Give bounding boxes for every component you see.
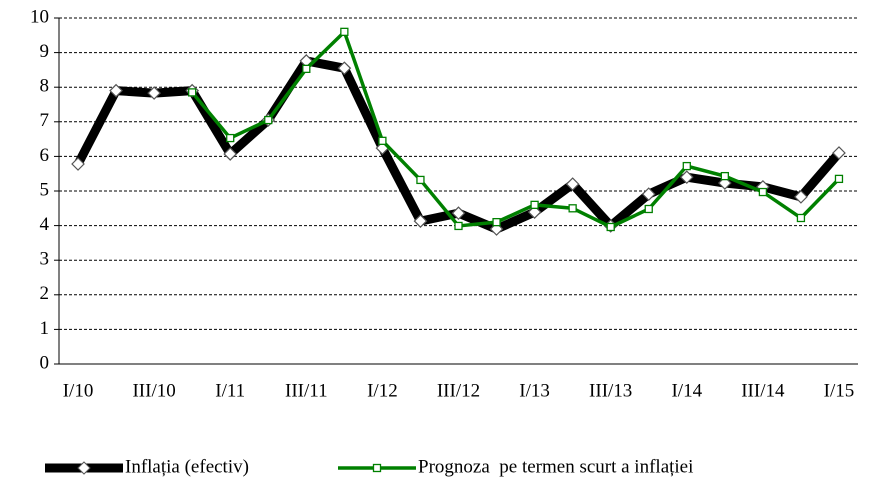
marker [378,136,387,145]
y-tick-label: 8 [40,76,50,97]
x-tick-label: III/11 [285,380,328,401]
x-tick-label: III/14 [741,380,785,401]
marker [644,204,653,214]
marker [641,187,656,201]
marker [340,27,349,36]
marker [606,222,615,232]
x-tick-label: I/15 [824,380,855,401]
marker [416,175,425,185]
legend-label: Inflația (efectiv) [125,456,249,477]
legend-marker [372,463,382,473]
marker [337,61,352,76]
marker [451,206,466,220]
marker [679,170,694,185]
marker [720,171,729,181]
marker [568,204,577,213]
marker [264,115,273,125]
marker [834,174,844,184]
marker [794,190,808,204]
marker [226,133,235,143]
series-line [190,30,841,229]
y-tick-label: 7 [40,110,50,131]
y-tick-label: 3 [40,249,50,270]
marker [147,86,161,100]
marker [832,146,846,160]
marker [796,213,806,223]
x-tick-label: III/12 [437,380,480,401]
y-tick-label: 1 [40,318,50,339]
marker [302,64,311,74]
marker [413,214,428,228]
marker [530,200,539,209]
x-tick-label: I/13 [519,380,550,401]
x-tick-label: I/11 [215,380,245,401]
marker [223,147,238,161]
marker [527,205,542,219]
marker [492,217,501,227]
legend-marker [77,461,91,475]
marker [565,177,580,191]
x-tick-label: I/14 [671,380,702,401]
marker [71,157,85,171]
marker [682,161,691,171]
x-tick-label: III/13 [589,380,632,401]
legend-label: Prognoza pe termen scurt a inflației [418,456,693,477]
marker [454,221,463,231]
y-tick-label: 0 [40,352,50,373]
x-tick-label: I/12 [367,380,398,401]
marker [109,83,123,98]
x-tick-label: I/10 [63,380,94,401]
y-tick-label: 5 [40,179,50,200]
marker [188,88,197,97]
marker [758,187,768,197]
y-tick-label: 10 [30,6,49,27]
x-tick-label: III/10 [132,380,175,401]
y-tick-label: 4 [40,214,50,235]
y-tick-label: 9 [40,41,50,62]
y-tick-label: 2 [40,283,50,304]
y-tick-label: 6 [40,145,50,166]
